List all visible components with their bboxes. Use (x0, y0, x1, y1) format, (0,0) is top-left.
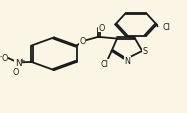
Text: S: S (143, 47, 148, 56)
Text: O: O (80, 36, 86, 45)
Text: O: O (99, 24, 105, 33)
Text: Cl: Cl (163, 22, 171, 31)
Text: +: + (19, 58, 25, 63)
Text: O: O (1, 53, 8, 62)
Text: N: N (124, 56, 130, 65)
Text: N: N (15, 58, 21, 67)
Text: Cl: Cl (100, 60, 108, 68)
Text: O: O (13, 67, 19, 76)
Text: -: - (0, 53, 2, 59)
